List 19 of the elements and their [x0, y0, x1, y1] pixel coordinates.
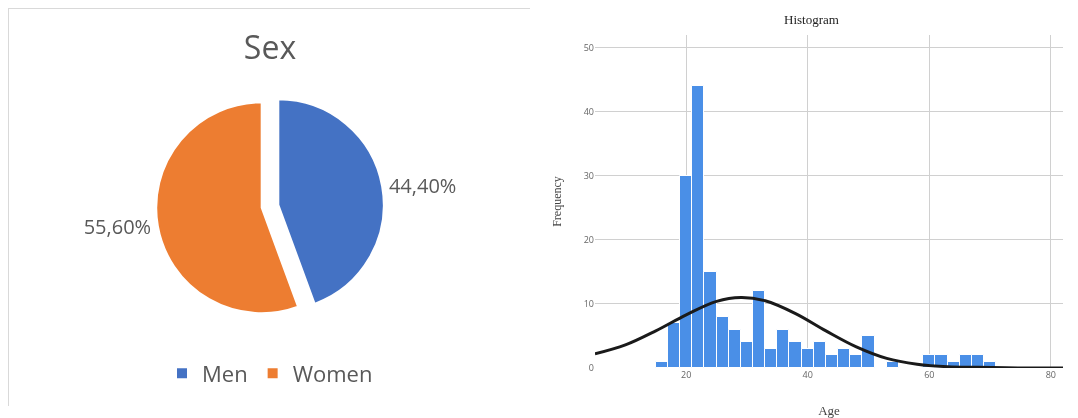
y-axis-title: Frequency — [550, 176, 564, 227]
y-tick-label: 10 — [583, 297, 594, 311]
y-tick-label: 50 — [583, 40, 594, 54]
data-label: 44,40% — [388, 172, 457, 200]
chart-title: Sex — [243, 25, 297, 69]
y-tick-label: 30 — [583, 169, 594, 183]
x-tick-label: 40 — [802, 368, 813, 381]
data-label: 55,60% — [83, 213, 152, 241]
x-tick-label: 80 — [1045, 368, 1056, 381]
x-tick-label: 60 — [924, 368, 935, 381]
x-tick-label: 20 — [681, 368, 692, 381]
legend-label: Men — [202, 357, 248, 388]
y-tick-label: 20 — [583, 233, 594, 247]
y-tick-label: 40 — [583, 105, 594, 118]
y-tick-label: 0 — [588, 361, 594, 375]
line-series — [595, 296, 1063, 368]
chart-title: Histogram — [784, 11, 839, 27]
legend-label: Women — [292, 357, 373, 388]
x-axis-title: Age — [818, 403, 841, 418]
